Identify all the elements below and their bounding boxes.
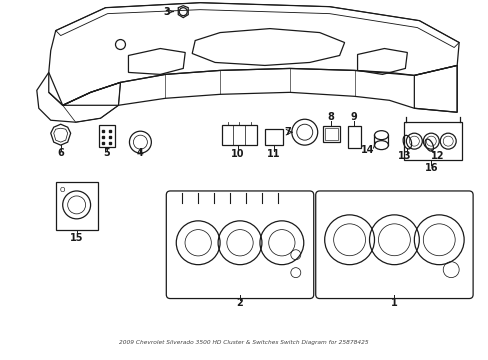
Text: 10: 10 [231, 149, 244, 159]
Text: 8: 8 [326, 112, 333, 122]
Text: 4: 4 [137, 148, 143, 158]
Bar [324, 128, 337, 140]
Text: 16: 16 [424, 163, 437, 173]
Bar [99, 125, 114, 147]
Text: 5: 5 [103, 148, 110, 158]
Text: 13: 13 [397, 151, 410, 161]
Bar [264, 129, 282, 145]
Text: 7: 7 [284, 127, 291, 137]
Text: 1: 1 [390, 297, 397, 307]
Bar [322, 126, 339, 142]
Text: 15: 15 [70, 233, 83, 243]
Text: 2: 2 [236, 297, 243, 307]
Text: 6: 6 [57, 148, 64, 158]
Text: 11: 11 [266, 149, 280, 159]
Text: 14: 14 [360, 145, 373, 155]
Bar [347, 126, 360, 148]
Text: 2009 Chevrolet Silverado 3500 HD Cluster & Switches Switch Diagram for 25878425: 2009 Chevrolet Silverado 3500 HD Cluster… [119, 340, 368, 345]
Text: 3: 3 [163, 6, 169, 17]
Text: 12: 12 [429, 151, 443, 161]
Text: O: O [60, 187, 65, 193]
Text: 9: 9 [349, 112, 356, 122]
Bar [222, 125, 256, 145]
Bar [56, 182, 98, 230]
Bar [404, 122, 461, 160]
